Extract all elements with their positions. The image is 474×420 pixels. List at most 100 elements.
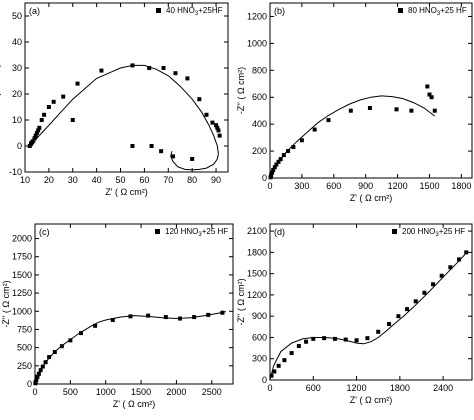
legend-entry: 40 HNO3+25HF xyxy=(166,6,223,17)
legend-entry: 80 HNO3+25 HF xyxy=(408,6,467,17)
y-tick-label: 40 xyxy=(12,37,22,47)
data-point xyxy=(31,138,36,143)
x-axis-label: Z' ( Ω cm²) xyxy=(350,193,392,203)
data-point xyxy=(146,313,151,318)
data-point xyxy=(130,144,135,148)
y-tick-label: 0 xyxy=(17,141,22,151)
fit-line xyxy=(34,311,227,385)
y-tick-label: 1800 xyxy=(247,247,267,257)
y-tick-label: 1500 xyxy=(12,270,32,280)
panel-label: (d) xyxy=(274,227,285,237)
data-point xyxy=(42,112,47,117)
x-tick-label: 300 xyxy=(294,181,309,191)
data-point xyxy=(33,133,38,138)
data-point xyxy=(159,149,164,154)
panel-1: 10 20 30 40 50 60 70 80 90 -10 0 10 20 30 40 50 Z' ( Ω c… xyxy=(0,2,229,197)
data-point xyxy=(376,329,381,334)
x-tick-label: 30 xyxy=(68,175,78,185)
y-tick-label: 1000 xyxy=(247,38,267,48)
data-point xyxy=(214,123,219,128)
data-point xyxy=(367,106,372,110)
data-point xyxy=(322,336,327,341)
x-tick-label: 900 xyxy=(358,181,373,191)
data-point xyxy=(27,144,32,148)
y-tick-label: 1200 xyxy=(247,11,267,21)
y-tick-label: 900 xyxy=(252,311,267,321)
data-point xyxy=(299,138,304,143)
plot-frame xyxy=(269,2,473,179)
data-point xyxy=(36,128,41,133)
y-tick-label: 300 xyxy=(252,354,267,364)
data-point xyxy=(46,105,51,109)
data-point xyxy=(78,331,83,336)
data-point xyxy=(304,339,309,344)
y-tick-label: 600 xyxy=(252,92,267,102)
x-tick-label: 500 xyxy=(63,387,78,397)
data-point xyxy=(409,108,414,113)
fit-line xyxy=(269,252,467,381)
y-axis-label: -Z'' ( Ω cm²) xyxy=(0,64,1,111)
data-point xyxy=(429,95,434,100)
data-point xyxy=(32,136,37,141)
data-point xyxy=(286,149,291,154)
data-point xyxy=(343,337,348,342)
data-point xyxy=(326,118,331,123)
data-point xyxy=(464,250,469,255)
x-tick-label: 2400 xyxy=(433,383,453,393)
y-tick-label: 400 xyxy=(252,119,267,129)
x-tick-label: 0 xyxy=(267,383,272,393)
legend-marker xyxy=(398,8,403,13)
y-tick-label: 0 xyxy=(262,173,267,183)
plot-frame xyxy=(24,2,229,173)
data-point xyxy=(147,66,152,70)
data-point xyxy=(99,68,104,73)
x-tick-label: 600 xyxy=(306,383,321,393)
legend-marker xyxy=(155,229,160,234)
y-tick-label: 600 xyxy=(252,332,267,342)
panel-label: (a) xyxy=(29,6,40,16)
x-tick-label: 1800 xyxy=(451,181,471,191)
y-axis-label: -Z'' ( Ω cm²) xyxy=(236,67,246,114)
panel-label: (b) xyxy=(274,6,285,16)
data-point xyxy=(439,273,444,278)
data-point xyxy=(171,154,176,159)
data-point xyxy=(204,112,209,117)
data-point xyxy=(197,97,202,102)
y-axis-label: -Z'' ( Ω cm²) xyxy=(236,278,246,325)
data-point xyxy=(289,351,294,356)
data-point xyxy=(161,66,166,70)
y-tick-label: 2000 xyxy=(12,234,32,244)
data-point xyxy=(149,144,154,148)
data-point xyxy=(354,338,359,343)
x-axis-label: Z' ( Ω cm²) xyxy=(105,187,147,197)
data-point xyxy=(51,99,56,104)
y-tick-label: 30 xyxy=(12,63,22,73)
data-point xyxy=(34,131,39,135)
data-point xyxy=(332,336,337,341)
data-point xyxy=(413,299,418,304)
panel-3: 0 500 1000 1500 2000 2500 0 250 500 750 1000 1250 15… xyxy=(1,223,234,409)
data-point xyxy=(39,118,44,122)
data-point xyxy=(70,118,75,122)
legend-marker xyxy=(156,8,161,13)
y-tick-label: 750 xyxy=(17,324,32,334)
x-tick-label: 80 xyxy=(187,175,197,185)
x-axis-label: Z' ( Ω cm²) xyxy=(113,399,155,409)
fit-line xyxy=(269,95,436,179)
y-tick-label: 200 xyxy=(252,146,267,156)
fit-line xyxy=(31,64,219,171)
data-point xyxy=(276,363,281,368)
data-point xyxy=(291,145,296,150)
y-tick-label: 0 xyxy=(262,375,267,385)
plot-frame xyxy=(34,223,234,385)
data-point xyxy=(210,120,215,125)
data-point xyxy=(216,128,221,133)
x-tick-label: 0 xyxy=(32,387,37,397)
data-point xyxy=(215,125,220,130)
y-tick-label: -10 xyxy=(9,167,22,177)
data-point xyxy=(348,108,353,113)
x-tick-label: 1000 xyxy=(96,387,116,397)
y-tick-label: 1250 xyxy=(12,288,32,298)
data-point xyxy=(312,127,317,132)
